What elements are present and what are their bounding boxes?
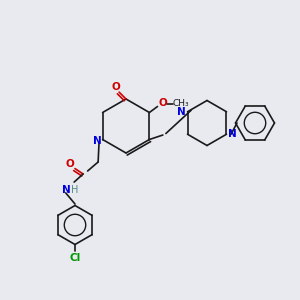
Text: N: N <box>228 129 237 139</box>
Text: Cl: Cl <box>69 253 81 263</box>
Text: O: O <box>111 82 120 92</box>
Text: N: N <box>177 107 186 117</box>
Text: N: N <box>93 136 102 146</box>
Text: O: O <box>65 158 74 169</box>
Text: N: N <box>62 185 71 195</box>
Text: CH₃: CH₃ <box>172 99 189 108</box>
Text: H: H <box>71 185 78 195</box>
Text: O: O <box>158 98 167 109</box>
